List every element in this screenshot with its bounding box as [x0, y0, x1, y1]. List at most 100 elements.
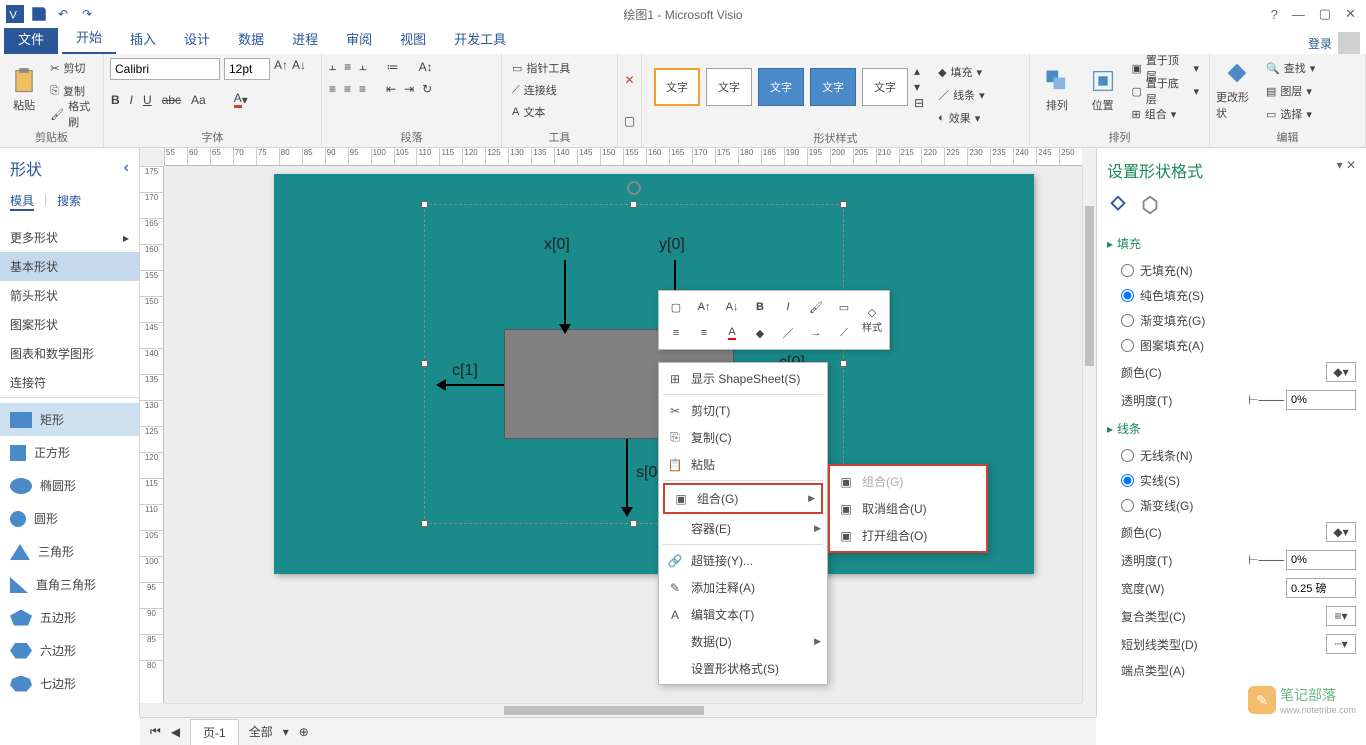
mini-align-icon[interactable]: ≡ — [663, 321, 689, 345]
line-trans-input[interactable] — [1286, 550, 1356, 570]
fill-pat-radio[interactable] — [1121, 339, 1134, 352]
fill-none-radio[interactable] — [1121, 264, 1134, 277]
mini-grow-icon[interactable]: A↑ — [691, 295, 717, 319]
shape-item[interactable]: 直角三角形 — [0, 568, 139, 601]
line-none-radio[interactable] — [1121, 449, 1134, 462]
text-dir-icon[interactable]: A↕ — [418, 58, 434, 75]
effect-button[interactable]: ◐ 效果 ▾ — [934, 108, 989, 128]
mini-toolbar[interactable]: ▢ A↑ A↓ B I 🖌 ▭ ◇样式 ≡ ≡ A ◆ ／ → ⟋ — [658, 290, 890, 350]
fill-grad-radio[interactable] — [1121, 314, 1134, 327]
shape-item[interactable]: 五边形 — [0, 601, 139, 634]
align-bot-icon[interactable]: ⫠ — [358, 58, 367, 75]
indent-dec-icon[interactable]: ⇤ — [385, 81, 397, 97]
shrink-font-icon[interactable]: A↓ — [292, 58, 306, 80]
login-link[interactable]: 登录 — [1308, 35, 1332, 52]
pointer-tool-button[interactable]: ▭ 指针工具 — [508, 58, 574, 78]
shape-item[interactable]: 六边形 — [0, 634, 139, 667]
ctx-item[interactable]: A编辑文本(T) — [659, 601, 827, 628]
style-5[interactable]: 文字 — [862, 68, 908, 106]
minimize-icon[interactable]: — — [1292, 7, 1305, 22]
text-tool-button[interactable]: A 文本 — [508, 102, 549, 122]
style-gallery[interactable]: 文字 文字 文字 文字 文字 ▴▾⊟ — [648, 58, 930, 116]
layer-button[interactable]: ▤ 图层 ▾ — [1262, 81, 1319, 101]
shape-item[interactable]: 椭圆形 — [0, 469, 139, 502]
font-size-combo[interactable] — [224, 58, 270, 80]
tab-dev[interactable]: 开发工具 — [440, 25, 520, 54]
send-back-button[interactable]: ▢ 置于底层 ▾ — [1128, 81, 1204, 101]
line-color-dd[interactable]: ◆▾ — [1326, 522, 1356, 542]
save-icon[interactable] — [30, 5, 48, 23]
mini-italic-icon[interactable]: I — [775, 295, 801, 319]
shape-item[interactable]: 七边形 — [0, 667, 139, 700]
handle-s[interactable] — [630, 520, 637, 527]
tab-process[interactable]: 进程 — [278, 25, 332, 54]
shape-item[interactable]: 三角形 — [0, 535, 139, 568]
stencils-tab[interactable]: 模具 — [10, 192, 34, 211]
tab-data[interactable]: 数据 — [224, 25, 278, 54]
ctx-item[interactable]: 设置形状格式(S) — [659, 655, 827, 682]
mini-bold-icon[interactable]: B — [747, 295, 773, 319]
tab-insert[interactable]: 插入 — [116, 25, 170, 54]
painter-button[interactable]: 🖌格式刷 — [46, 104, 97, 124]
horizontal-scrollbar[interactable] — [164, 703, 1082, 717]
position-button[interactable]: 位置 — [1082, 58, 1124, 122]
rotate-handle[interactable] — [627, 181, 641, 195]
page-tab[interactable]: 页-1 — [190, 719, 239, 745]
ctx-item[interactable]: ⊞显示 ShapeSheet(S) — [659, 365, 827, 392]
font-color-button[interactable]: A ▾ — [233, 90, 249, 109]
close-icon[interactable]: ✕ — [1345, 6, 1356, 22]
mini-style-icon[interactable]: ▢ — [663, 295, 689, 319]
indent-inc-icon[interactable]: ⇥ — [403, 81, 415, 97]
mini-shrink-icon[interactable]: A↓ — [719, 295, 745, 319]
ctx-item[interactable]: ▣组合(G)▶ — [663, 483, 823, 514]
tab-view[interactable]: 视图 — [386, 25, 440, 54]
ctx-item[interactable]: ⎘复制(C) — [659, 424, 827, 451]
tab-file[interactable]: 文件 — [4, 25, 58, 54]
fill-section[interactable]: ▸ 填充 — [1107, 229, 1356, 258]
avatar[interactable] — [1338, 32, 1360, 54]
mini-shape-icon[interactable]: ▭ — [831, 295, 857, 319]
ctx-sub-item[interactable]: ▣取消组合(U) — [830, 495, 986, 522]
ctx-sub-item[interactable]: ▣打开组合(O) — [830, 522, 986, 549]
bold-button[interactable]: B — [110, 90, 121, 109]
mini-line-icon[interactable]: ／ — [775, 321, 801, 345]
mini-arrow-icon[interactable]: → — [803, 321, 829, 345]
style-4[interactable]: 文字 — [810, 68, 856, 106]
connector-tool-button[interactable]: ⟋ 连接线 — [508, 80, 561, 100]
italic-button[interactable]: I — [129, 90, 134, 109]
restore-icon[interactable]: ▢ — [1319, 6, 1331, 22]
category-item[interactable]: 基本形状 — [0, 252, 139, 281]
mini-align2-icon[interactable]: ≡ — [691, 321, 717, 345]
line-button[interactable]: ／ 线条 ▾ — [934, 85, 989, 105]
line-section[interactable]: ▸ 线条 — [1107, 414, 1356, 443]
align-center-icon[interactable]: ≡ — [343, 81, 352, 97]
fill-solid-radio[interactable] — [1121, 289, 1134, 302]
ctx-item[interactable]: 容器(E)▶ — [659, 515, 827, 542]
text-highlight-button[interactable]: Aa — [190, 90, 207, 109]
handle-w[interactable] — [421, 360, 428, 367]
rotate-icon[interactable]: ↻ — [421, 81, 433, 97]
grow-font-icon[interactable]: A↑ — [274, 58, 288, 80]
ctx-item[interactable]: 🔗超链接(Y)... — [659, 547, 827, 574]
fill-button[interactable]: ◆ 填充 ▾ — [934, 62, 989, 82]
all-pages[interactable]: 全部 — [249, 723, 273, 740]
canvas[interactable]: x[0] y[0] c[1] c[0] s[0 ▢ A↑ — [164, 166, 1082, 703]
mini-fontcolor-icon[interactable]: A — [719, 321, 745, 345]
help-icon[interactable]: ? — [1271, 7, 1278, 22]
shape-item[interactable]: 正方形 — [0, 436, 139, 469]
fmt-tab-fill-icon[interactable] — [1107, 194, 1129, 219]
line-comp-dd[interactable]: ≡▾ — [1326, 606, 1356, 626]
find-button[interactable]: 🔍 查找 ▾ — [1262, 58, 1319, 78]
ctx-item[interactable]: ✂剪切(T) — [659, 397, 827, 424]
select-button[interactable]: ▭ 选择 ▾ — [1262, 104, 1319, 124]
align-right-icon[interactable]: ≡ — [358, 81, 367, 97]
line-dash-dd[interactable]: ┈▾ — [1326, 634, 1356, 654]
shape-item[interactable]: 圆形 — [0, 502, 139, 535]
vertical-scrollbar[interactable] — [1082, 166, 1096, 703]
tool-x-icon[interactable]: ✕ — [624, 73, 634, 87]
line-grad-radio[interactable] — [1121, 499, 1134, 512]
tool-box-icon[interactable]: ▢ — [624, 114, 635, 128]
search-tab[interactable]: 搜索 — [57, 192, 81, 211]
fmt-dropdown-icon[interactable]: ▾ — [1337, 158, 1343, 172]
ctx-item[interactable]: 数据(D)▶ — [659, 628, 827, 655]
